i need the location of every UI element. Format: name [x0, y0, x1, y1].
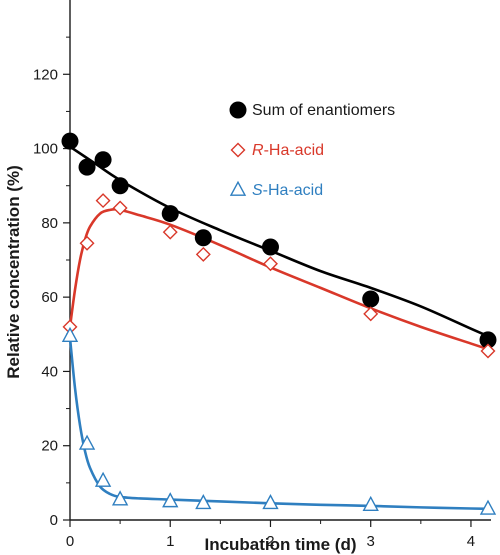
data-point-s [78, 434, 96, 450]
fit-curves [68, 145, 490, 511]
fit-curve-s [68, 336, 490, 511]
y-tick-label: 20 [41, 438, 58, 455]
data-point-sum [78, 158, 96, 176]
data-point-s [162, 492, 179, 508]
data-point-s [111, 490, 129, 506]
fit-curve-r [68, 207, 490, 351]
data-point-r [262, 256, 278, 272]
y-tick-label: 120 [33, 66, 58, 83]
legend-label-r: R-Ha-acid [252, 142, 324, 159]
data-point-s [195, 494, 212, 510]
x-tick-label: 1 [166, 533, 174, 550]
y-axis-label: Relative concentration (%) [4, 165, 23, 379]
data-point-r [363, 306, 379, 322]
legend: Sum of enantiomers R-Ha-acid S-Ha-acid [229, 101, 395, 199]
data-point-r [162, 224, 178, 240]
y-tick-label: 40 [41, 363, 58, 380]
y-tick-label: 0 [50, 512, 58, 529]
data-point-sum [261, 238, 279, 256]
data-point-r [95, 193, 111, 209]
x-tick-label: 3 [367, 533, 375, 550]
data-point-sum [94, 151, 112, 169]
data-point-s [362, 495, 379, 512]
x-tick-label: 4 [467, 533, 475, 550]
data-point-sum [362, 290, 380, 308]
data-point-s [61, 326, 79, 343]
data-markers [61, 132, 497, 515]
data-point-r [79, 235, 95, 251]
data-point-sum [194, 229, 212, 247]
legend-marker-s [229, 180, 247, 196]
data-point-s [262, 494, 279, 510]
legend-marker-sum [229, 101, 247, 119]
data-point-s [479, 499, 497, 515]
x-axis-label: Incubation time (d) [204, 535, 356, 554]
data-point-r [195, 246, 211, 262]
fit-curve-sum [68, 145, 490, 338]
legend-label-sum: Sum of enantiomers [252, 102, 395, 119]
y-tick-label: 80 [41, 215, 58, 232]
legend-label-s: S-Ha-acid [252, 182, 323, 199]
data-point-r [480, 343, 496, 359]
data-point-sum [61, 132, 79, 150]
y-tick-label: 100 [33, 141, 58, 158]
data-point-sum [161, 205, 179, 223]
x-tick-label: 2 [266, 533, 274, 550]
data-point-s [94, 471, 112, 487]
y-tick-label: 60 [41, 289, 58, 306]
data-point-sum [479, 331, 497, 349]
legend-marker-r [230, 142, 246, 158]
x-tick-label: 0 [66, 533, 74, 550]
data-point-sum [111, 177, 129, 195]
data-point-r [112, 200, 128, 216]
